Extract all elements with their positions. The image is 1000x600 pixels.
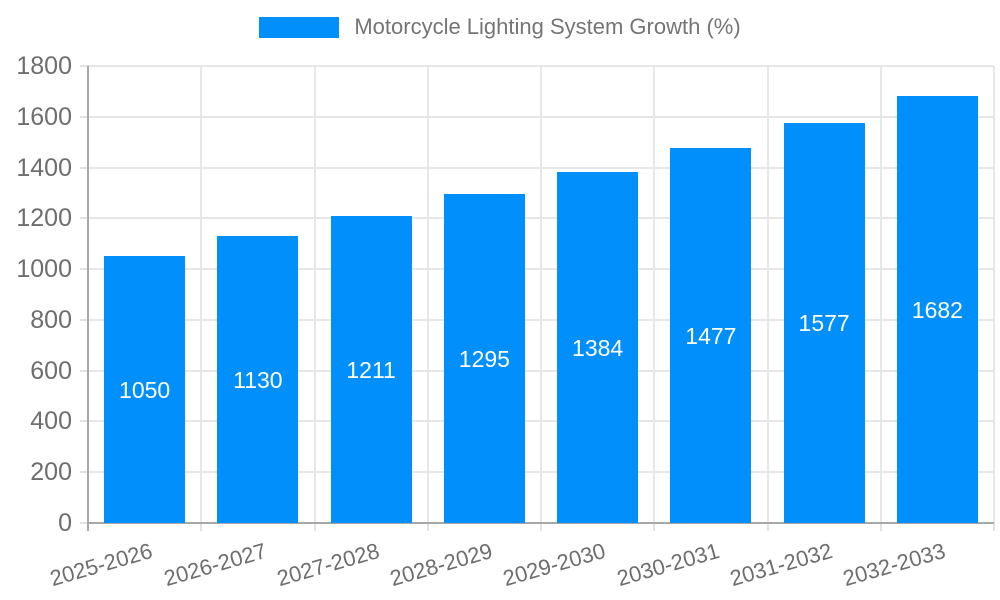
y-axis-line xyxy=(87,66,89,531)
x-axis-label: 2026-2027 xyxy=(160,538,269,592)
y-tick xyxy=(80,166,88,169)
x-axis-label: 2031-2032 xyxy=(726,538,836,592)
bar[interactable]: 1682 xyxy=(896,96,978,523)
x-axis-line xyxy=(88,522,994,524)
x-gridline xyxy=(653,66,656,523)
x-axis-label: 2030-2031 xyxy=(613,538,722,592)
y-tick xyxy=(80,420,88,423)
x-axis-label: 2025-2026 xyxy=(47,538,156,592)
bar-value-label: 1211 xyxy=(346,356,396,383)
y-axis-label: 400 xyxy=(30,407,72,436)
y-axis-label: 1200 xyxy=(16,204,72,233)
x-gridline xyxy=(766,66,769,523)
bar-value-label: 1682 xyxy=(911,296,963,323)
x-tick xyxy=(653,523,656,531)
y-axis-label: 1800 xyxy=(16,52,72,80)
legend-swatch xyxy=(259,16,340,38)
bar-value-label: 1050 xyxy=(119,376,171,403)
x-gridline xyxy=(426,66,429,523)
bar[interactable]: 1130 xyxy=(217,236,299,523)
y-tick xyxy=(80,369,88,372)
bar[interactable]: 1384 xyxy=(557,172,639,523)
bar[interactable]: 1295 xyxy=(443,194,525,523)
y-axis-label: 0 xyxy=(58,509,72,537)
x-tick xyxy=(879,523,882,531)
y-axis-label: 1000 xyxy=(16,255,72,284)
x-gridline xyxy=(993,66,995,523)
x-axis-label: 2032-2033 xyxy=(840,538,949,592)
y-tick xyxy=(80,65,88,67)
x-gridline xyxy=(879,66,882,523)
chart-legend[interactable]: Motorcycle Lighting System Growth (%) xyxy=(0,14,1000,40)
bar-value-label: 1295 xyxy=(458,345,510,372)
y-tick xyxy=(80,522,88,524)
bar-value-label: 1130 xyxy=(233,366,283,393)
y-axis-label: 200 xyxy=(30,458,72,487)
y-axis-label: 1600 xyxy=(16,102,72,131)
x-gridline xyxy=(200,66,203,523)
x-gridline xyxy=(540,66,542,523)
y-tick xyxy=(80,115,88,118)
bar[interactable]: 1577 xyxy=(783,123,865,523)
y-tick xyxy=(80,318,88,321)
x-gridline xyxy=(313,66,316,523)
x-axis-label: 2028-2029 xyxy=(387,538,496,592)
bar[interactable]: 1211 xyxy=(330,216,412,523)
x-tick xyxy=(540,523,542,531)
y-axis-label: 800 xyxy=(30,305,72,334)
bar[interactable]: 1477 xyxy=(670,148,752,523)
legend-label: Motorcycle Lighting System Growth (%) xyxy=(354,14,741,39)
y-tick xyxy=(80,268,88,271)
bar-value-label: 1577 xyxy=(798,310,850,336)
x-tick xyxy=(200,523,203,531)
y-axis-label: 1400 xyxy=(16,153,72,182)
x-axis-label: 2029-2030 xyxy=(500,538,609,592)
x-tick xyxy=(313,523,316,531)
x-tick xyxy=(426,523,429,531)
y-tick xyxy=(80,471,88,474)
bar-value-label: 1384 xyxy=(572,334,624,361)
bar-value-label: 1477 xyxy=(685,322,737,349)
bar[interactable]: 1050 xyxy=(104,256,186,523)
y-axis-label: 600 xyxy=(30,356,72,385)
y-tick xyxy=(80,217,88,220)
x-tick xyxy=(766,523,769,531)
x-axis-label: 2027-2028 xyxy=(273,538,383,592)
x-tick xyxy=(993,523,995,531)
